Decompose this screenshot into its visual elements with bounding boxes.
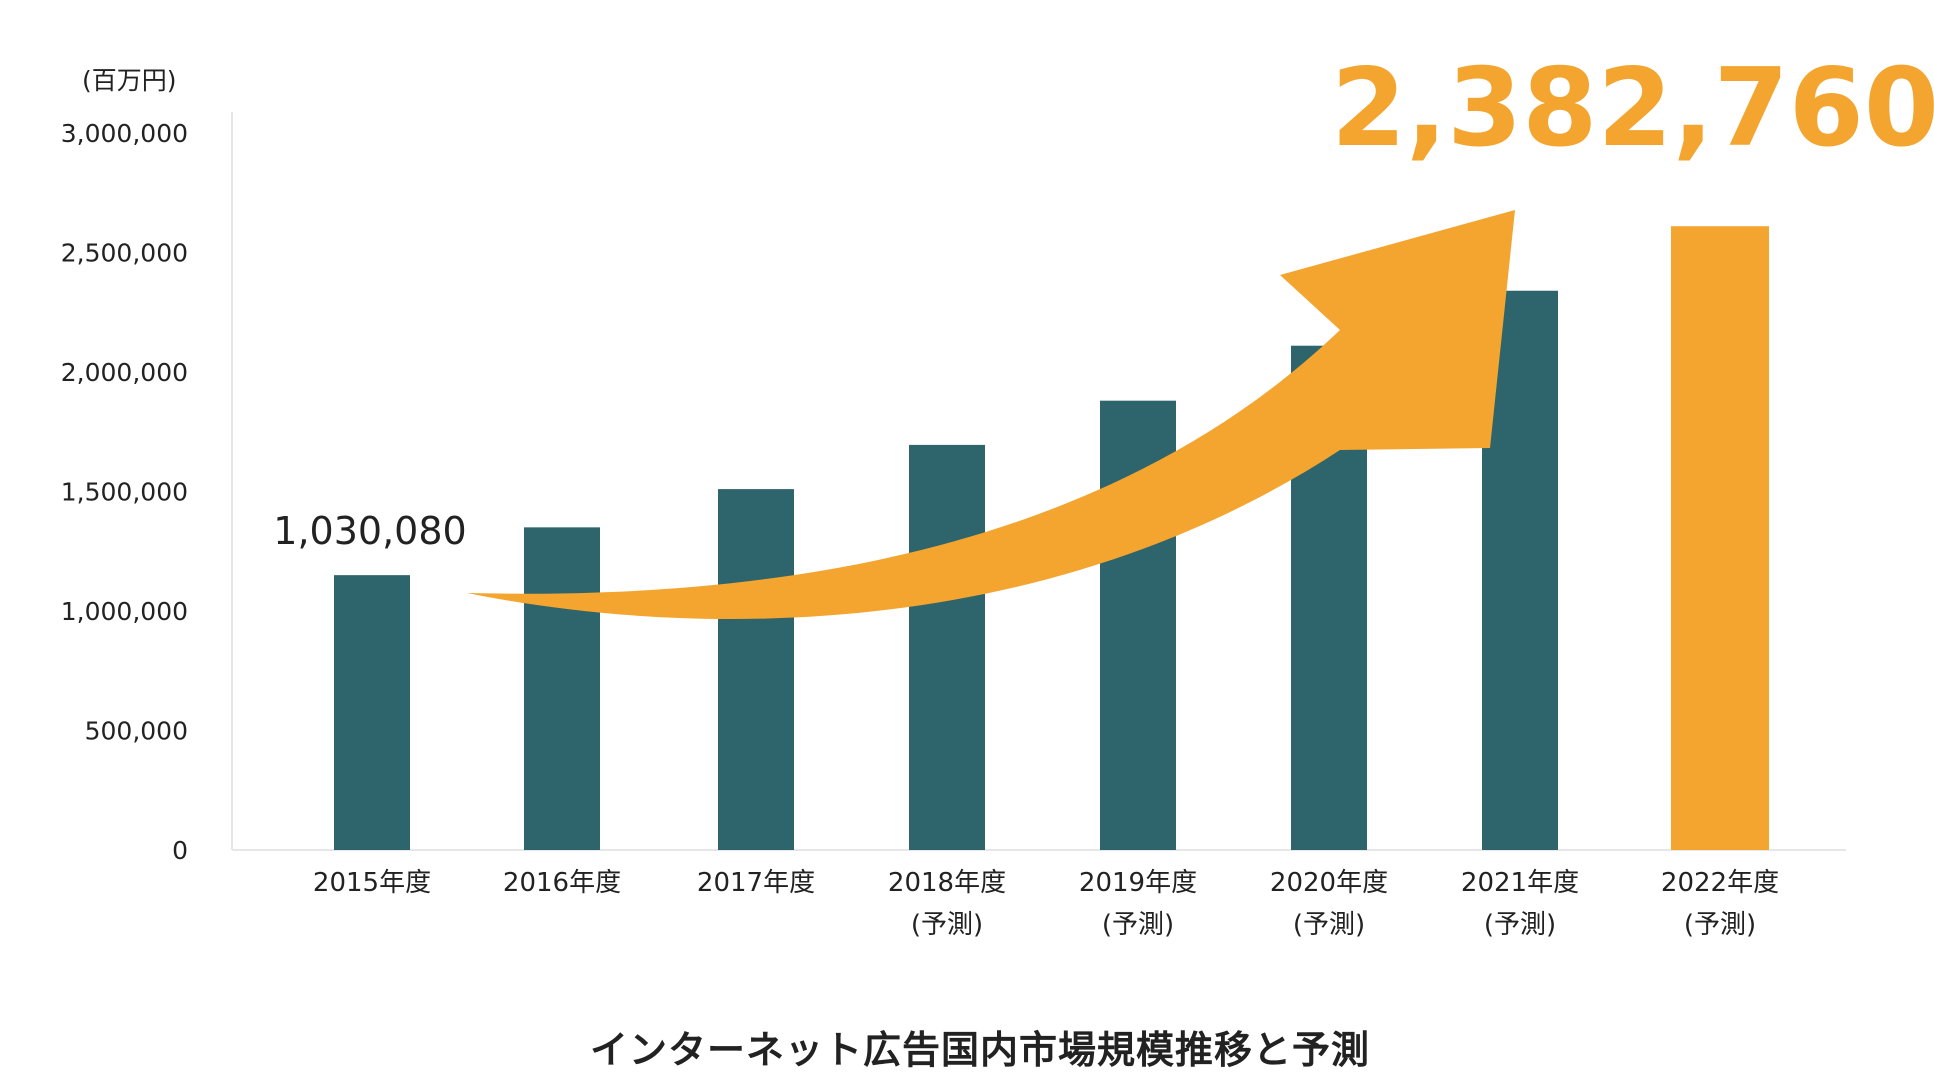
growth-arrow (467, 210, 1515, 620)
bar-0 (334, 575, 410, 850)
bar-2 (718, 489, 794, 850)
last-value-label: 2,382,760 (1331, 46, 1934, 171)
x-category-label: 2022年度 (1661, 868, 1779, 898)
x-category-label: 2015年度 (313, 868, 431, 898)
x-axis-categories: 2015年度 2016年度 2017年度 2018年度 (予測) 2019年度 (予測) 20… (313, 868, 1779, 940)
y-tick-label: 3,000,000 (61, 119, 188, 148)
bars (334, 226, 1769, 850)
y-tick-label: 1,000,000 (61, 597, 188, 626)
bar-7 (1671, 226, 1769, 850)
y-tick-label: 2,500,000 (61, 239, 188, 268)
y-tick-label: 2,000,000 (61, 358, 188, 387)
y-axis: 0 500,000 1,000,000 1,500,000 2,000,000 2,500… (61, 119, 188, 865)
x-category-label: 2021年度 (1461, 868, 1579, 898)
x-category-label: (予測) (1484, 910, 1556, 940)
y-tick-label: 0 (172, 836, 188, 865)
x-category-label: (予測) (1102, 910, 1174, 940)
x-category-label: 2018年度 (888, 868, 1006, 898)
bar-1 (524, 527, 600, 850)
x-category-label: (予測) (911, 910, 983, 940)
x-category-label: (予測) (1684, 910, 1756, 940)
y-unit-label: (百万円) (82, 66, 177, 95)
x-category-label: (予測) (1293, 910, 1365, 940)
x-category-label: 2020年度 (1270, 868, 1388, 898)
first-value-label: 1,030,080 (273, 509, 466, 553)
y-tick-label: 500,000 (85, 717, 188, 746)
x-category-label: 2019年度 (1079, 868, 1197, 898)
x-category-label: 2016年度 (503, 868, 621, 898)
bar-3 (909, 444, 985, 850)
x-category-label: 2017年度 (697, 868, 815, 898)
y-tick-label: 1,500,000 (61, 478, 188, 507)
chart-title: インターネット広告国内市場規模推移と予測 (590, 1028, 1370, 1072)
